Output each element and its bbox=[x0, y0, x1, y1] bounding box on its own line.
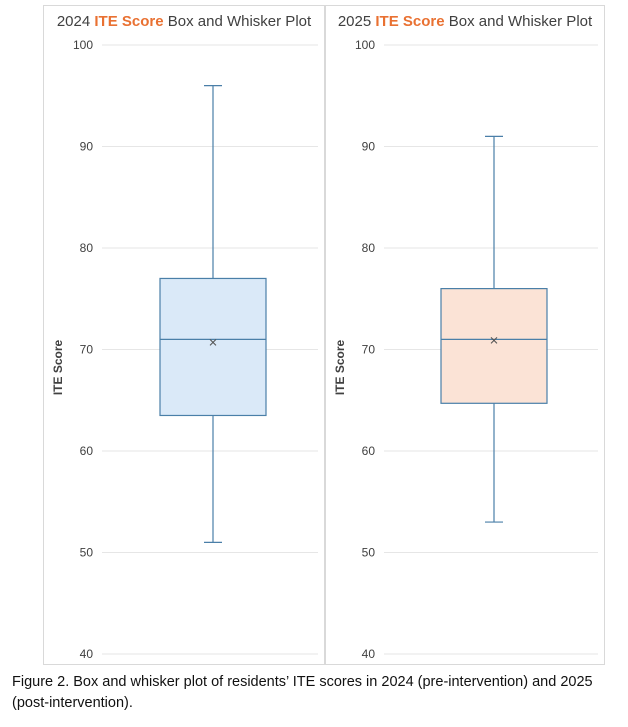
y-tick-label: 60 bbox=[80, 444, 94, 458]
mean-marker bbox=[490, 336, 498, 344]
title-highlight: ITE Score bbox=[94, 13, 164, 30]
y-axis-title: ITE Score bbox=[51, 340, 65, 396]
y-tick-label: 60 bbox=[362, 444, 376, 458]
chart-2024: 2024 ITE Score Box and Whisker Plot 40 50… bbox=[43, 5, 325, 665]
y-tick-label: 100 bbox=[73, 38, 93, 52]
y-tick-label: 80 bbox=[80, 241, 94, 255]
title-suffix: Box and Whisker Plot bbox=[163, 13, 312, 30]
chart-plot-2024: 40 50 60 70 80 90 100 ITE Score bbox=[51, 38, 318, 661]
mean-marker-stroke bbox=[490, 336, 498, 344]
y-axis-title: ITE Score bbox=[333, 340, 347, 396]
title-suffix: Box and Whisker Plot bbox=[444, 13, 593, 30]
title-year: 2024 bbox=[56, 13, 95, 30]
y-tick-label: 70 bbox=[362, 343, 376, 357]
y-tick-label: 80 bbox=[362, 241, 376, 255]
y-tick-label: 40 bbox=[80, 647, 94, 661]
y-tick-label: 90 bbox=[362, 140, 376, 154]
y-tick-label: 50 bbox=[362, 546, 376, 560]
mean-marker bbox=[209, 339, 217, 346]
iqr-box bbox=[159, 277, 267, 417]
iqr-box bbox=[440, 288, 548, 404]
title-highlight: ITE Score bbox=[375, 13, 445, 30]
chart-2025: 2025 ITE Score Box and Whisker Plot 40 50… bbox=[325, 5, 605, 665]
y-tick-label: 100 bbox=[355, 38, 375, 52]
title-year: 2025 bbox=[337, 13, 376, 30]
chart-title: 2025 ITE Score Box and Whisker Plot bbox=[326, 13, 604, 30]
y-tick-label: 40 bbox=[362, 647, 376, 661]
chart-title: 2024 ITE Score Box and Whisker Plot bbox=[44, 13, 324, 30]
figure-caption: Figure 2. Box and whisker plot of reside… bbox=[12, 674, 593, 711]
y-tick-label: 50 bbox=[80, 546, 94, 560]
chart-plot-2025: 40 50 60 70 80 90 100 ITE Score bbox=[333, 38, 598, 661]
mean-marker-stroke bbox=[209, 339, 217, 346]
y-tick-label: 90 bbox=[80, 140, 94, 154]
y-tick-label: 70 bbox=[80, 343, 94, 357]
